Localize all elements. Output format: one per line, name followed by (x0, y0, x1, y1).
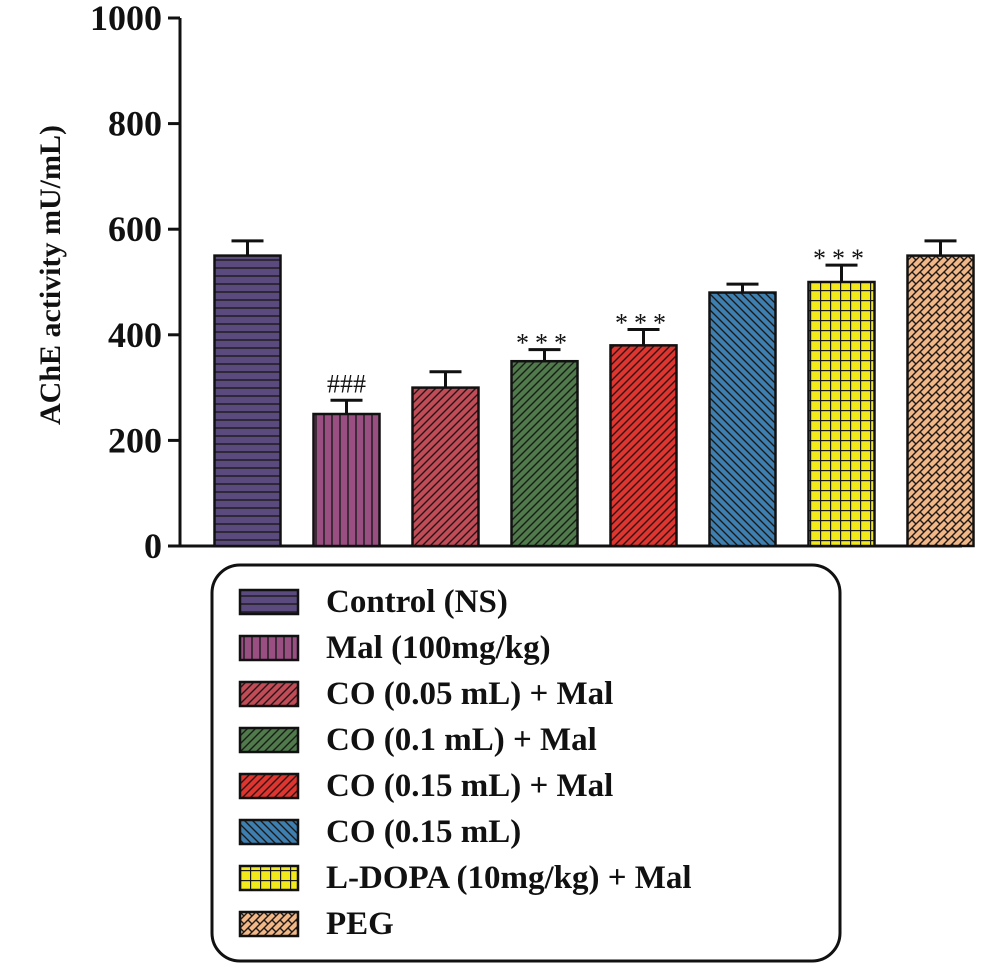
legend-swatch (238, 726, 300, 754)
error-bar (726, 282, 759, 293)
bar-co-0-05-ml-mal (411, 386, 480, 548)
error-bar (924, 239, 957, 256)
bar-control-ns (213, 254, 282, 548)
error-bar (231, 239, 264, 256)
legend-swatch (238, 588, 300, 616)
bar-group-mal-100mg-kg: ### (312, 369, 381, 548)
axes: 0 200 400 600 800 1000 (90, 0, 962, 566)
y-tick-label: 800 (108, 104, 162, 144)
error-bar (627, 328, 660, 346)
legend-label: CO (0.05 mL) + Mal (326, 676, 613, 712)
legend-swatch (238, 772, 300, 800)
legend-item-mal-100mg-kg: Mal (100mg/kg) (238, 630, 551, 666)
legend-label: Mal (100mg/kg) (326, 630, 551, 666)
legend-label: PEG (326, 906, 394, 942)
legend-item-control-ns: Control (NS) (238, 584, 508, 620)
legend-box (210, 563, 842, 963)
legend-label: L-DOPA (10mg/kg) + Mal (326, 860, 692, 896)
bars: ### *** *** *** (213, 239, 975, 548)
y-tick-label: 0 (144, 526, 162, 566)
error-bar (528, 348, 561, 362)
legend: Control (NS) Mal (100mg/kg) CO (0.05 mL) +… (210, 563, 842, 963)
bar-l-dopa-10mg-kg-mal (807, 280, 876, 548)
legend-swatch (238, 634, 300, 662)
significance-marker: *** (813, 244, 870, 273)
significance-marker: *** (516, 329, 573, 358)
legend-label: CO (0.1 mL) + Mal (326, 722, 597, 758)
y-axis-label: AChE activity mU/mL) (34, 125, 67, 425)
bar-group-co-0-15-ml (708, 282, 777, 548)
significance-marker: *** (615, 309, 672, 338)
y-tick-label: 1000 (90, 0, 162, 38)
bar-co-0-15-ml (708, 291, 777, 548)
legend-label: CO (0.15 mL) + Mal (326, 768, 613, 804)
bar-co-0-15-ml-mal (609, 344, 678, 548)
y-tick-label: 200 (108, 420, 162, 460)
legend-item-co-0-05-ml-mal: CO (0.05 mL) + Mal (238, 676, 613, 712)
legend-swatch (238, 680, 300, 708)
legend-label: Control (NS) (326, 584, 508, 620)
bar-group-co-0-1-ml-mal: *** (510, 329, 579, 548)
bar-peg (906, 254, 975, 548)
significance-marker: ### (327, 369, 366, 398)
legend-label: CO (0.15 mL) (326, 814, 521, 850)
bar-group-co-0-05-ml-mal (411, 370, 480, 548)
legend-swatch (238, 910, 300, 938)
bar-group-co-0-15-ml-mal: *** (609, 309, 678, 548)
error-bar (825, 263, 858, 282)
error-bar (330, 398, 363, 414)
legend-item-l-dopa-10mg-kg-mal: L-DOPA (10mg/kg) + Mal (238, 860, 692, 896)
legend-item-co-0-1-ml-mal: CO (0.1 mL) + Mal (238, 722, 597, 758)
bar-co-0-1-ml-mal (510, 359, 579, 548)
error-bar (429, 370, 462, 388)
bar-group-l-dopa-10mg-kg-mal: *** (807, 244, 876, 548)
legend-item-peg: PEG (238, 906, 394, 942)
legend-item-co-0-15-ml-mal: CO (0.15 mL) + Mal (238, 768, 613, 804)
bar-group-peg (906, 239, 975, 548)
legend-swatch (238, 864, 300, 892)
legend-item-co-0-15-ml: CO (0.15 mL) (238, 814, 521, 850)
y-tick-label: 400 (108, 315, 162, 355)
y-tick-label: 600 (108, 209, 162, 249)
bar-group-control-ns (213, 239, 282, 548)
bar-mal-100mg-kg (312, 412, 381, 548)
legend-swatch (238, 818, 300, 846)
